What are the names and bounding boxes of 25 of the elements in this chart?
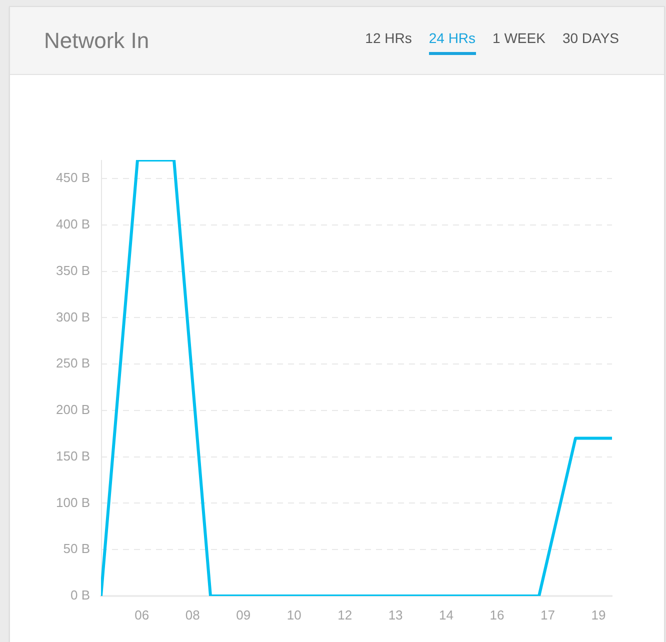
y-tick-label: 200 B xyxy=(56,402,90,418)
x-tick-label: 13 xyxy=(388,607,403,622)
text: 1 WEEK xyxy=(492,30,546,46)
x-tick-label: 08 xyxy=(185,607,200,622)
y-tick-label: 150 B xyxy=(56,448,90,464)
x-tick-label: 12 xyxy=(338,607,352,622)
text: 12 HRs xyxy=(365,30,412,46)
x-tick-label: 10 xyxy=(286,607,302,622)
y-tick-label: 250 B xyxy=(56,356,90,371)
y-tick-label: 100 B xyxy=(56,494,90,510)
text: 24 HRs xyxy=(428,30,476,46)
text: 30 DAYS xyxy=(562,30,619,46)
chart-title: Network In xyxy=(44,28,150,54)
x-tick-label: 16 xyxy=(490,607,504,622)
y-tick-label: 350 B xyxy=(56,262,90,278)
x-tick-label: 09 xyxy=(236,607,251,622)
x-tick-label: 06 xyxy=(134,607,150,622)
x-tick-label: 14 xyxy=(439,607,454,622)
y-tick-label: 300 B xyxy=(56,309,90,324)
y-tick-label: 50 B xyxy=(63,541,90,556)
y-tick-label: 400 B xyxy=(56,216,90,232)
y-tick-label: 450 B xyxy=(56,170,90,186)
x-tick-label: 19 xyxy=(591,607,606,622)
y-tick-label: 0 B xyxy=(70,588,90,603)
x-tick-label: 17 xyxy=(540,607,555,622)
